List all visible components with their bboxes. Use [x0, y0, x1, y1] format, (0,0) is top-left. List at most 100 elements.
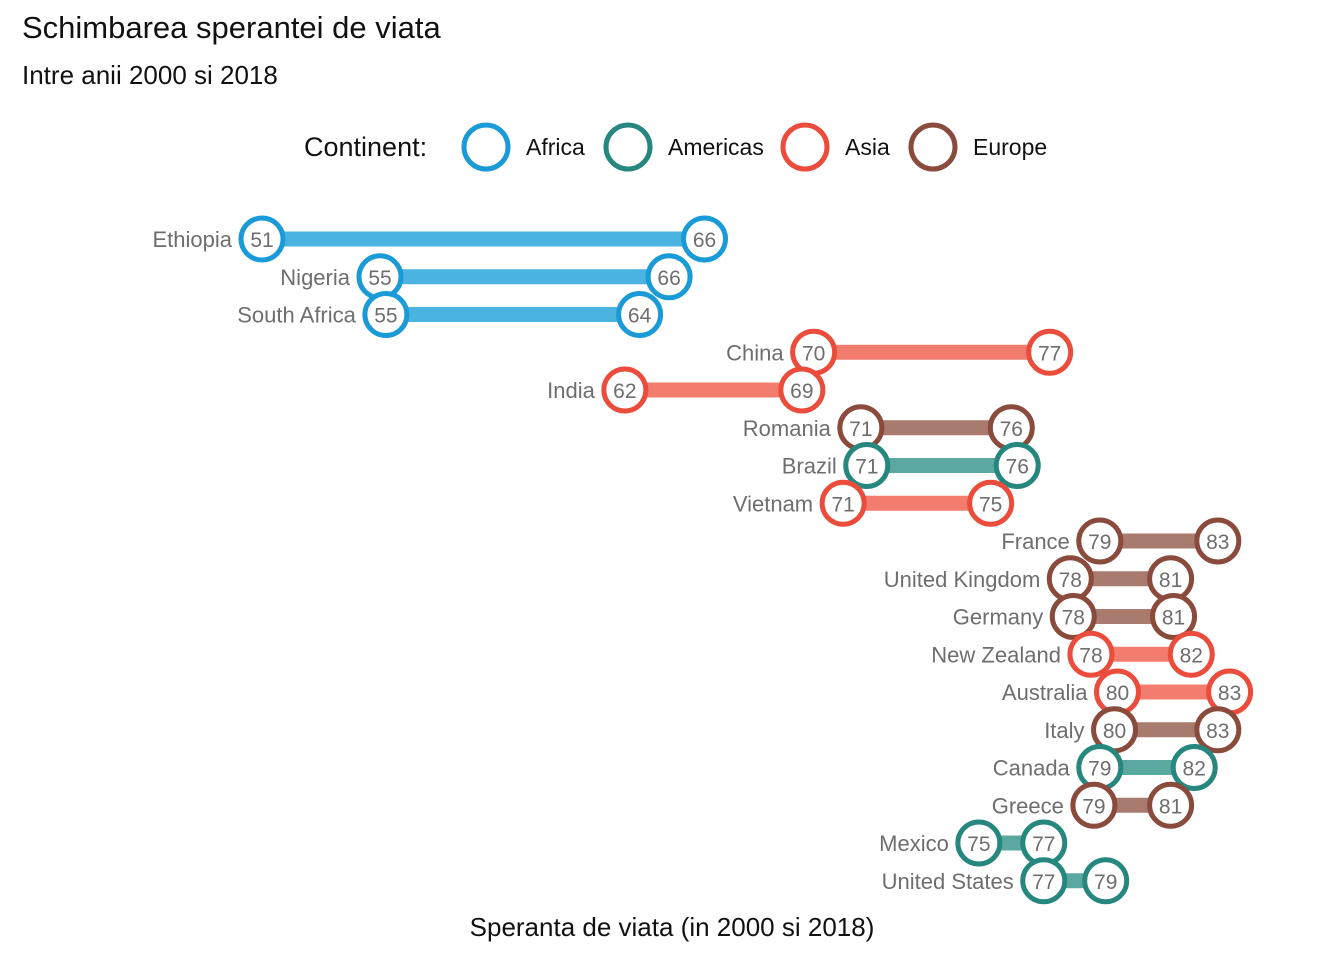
point-2018 — [645, 253, 693, 301]
row-canada: 79 82 Canada — [993, 744, 1218, 791]
country-label: India — [547, 378, 595, 403]
point-2018 — [1170, 744, 1218, 791]
legend-label-americas: Americas — [668, 134, 764, 160]
value-2000: 79 — [1088, 531, 1111, 554]
point-2000 — [1049, 593, 1097, 640]
country-label: Mexico — [879, 831, 949, 856]
value-2000: 71 — [831, 493, 854, 516]
value-2018: 77 — [1038, 342, 1061, 365]
point-2000 — [955, 819, 1003, 867]
row-ethiopia: 51 66 Ethiopia — [152, 215, 728, 263]
row-brazil: 71 76 Brazil — [782, 442, 1041, 489]
point-2000 — [1070, 781, 1118, 829]
value-2000: 70 — [802, 342, 825, 365]
value-2018: 79 — [1094, 871, 1117, 894]
row-china: 70 77 China — [726, 328, 1074, 376]
value-2018: 77 — [1032, 833, 1055, 856]
value-2000: 78 — [1062, 607, 1085, 630]
value-2000: 55 — [374, 305, 397, 328]
value-2018: 83 — [1218, 682, 1241, 705]
country-label: Greece — [992, 793, 1064, 818]
legend-key-africa — [461, 122, 511, 172]
value-2000: 78 — [1059, 569, 1082, 592]
country-label: China — [726, 340, 784, 365]
row-romania: 71 76 Romania — [743, 404, 1035, 452]
value-2018: 76 — [1006, 456, 1029, 479]
value-2000: 80 — [1103, 720, 1126, 743]
value-2000: 80 — [1106, 682, 1129, 705]
point-2018 — [1147, 781, 1195, 829]
row-south-africa: 55 64 South Africa — [237, 291, 664, 338]
point-2018 — [993, 442, 1041, 489]
value-2000: 78 — [1079, 644, 1102, 667]
legend-key-americas — [603, 122, 653, 172]
legend-title: Continent: — [304, 132, 427, 162]
value-2000: 71 — [849, 418, 872, 441]
value-2018: 83 — [1206, 531, 1229, 554]
legend: Continent: Africa Americas Asia Europe — [304, 122, 1047, 172]
row-india: 62 69 India — [547, 366, 826, 414]
country-label: Brazil — [782, 454, 837, 479]
row-france: 79 83 France — [1001, 517, 1242, 565]
row-new-zealand: 78 82 New Zealand — [931, 630, 1215, 678]
point-2000 — [238, 215, 286, 263]
row-mexico: 75 77 Mexico — [879, 819, 1068, 867]
country-label: Romania — [743, 416, 832, 441]
point-2018 — [967, 479, 1015, 527]
value-2000: 71 — [855, 456, 878, 479]
row-united-kingdom: 78 81 United Kingdom — [884, 555, 1195, 603]
value-2018: 81 — [1162, 607, 1185, 630]
value-2000: 62 — [613, 380, 636, 403]
country-label: Italy — [1044, 718, 1084, 743]
country-label: France — [1001, 529, 1069, 554]
value-2018: 83 — [1206, 720, 1229, 743]
point-2018 — [1082, 857, 1130, 905]
point-2000 — [601, 366, 649, 414]
row-italy: 80 83 Italy — [1044, 706, 1242, 754]
chart-subtitle: Intre anii 2000 si 2018 — [22, 60, 278, 90]
dumbbell-rows: 51 66 Ethiopia 55 66 Nigeria 55 64 South Africa 7… — [152, 215, 1254, 905]
point-2018 — [1194, 517, 1242, 565]
point-2018 — [1167, 630, 1215, 678]
value-2000: 79 — [1082, 795, 1105, 818]
country-label: United Kingdom — [884, 567, 1041, 592]
point-2000 — [1076, 517, 1124, 565]
country-label: United States — [882, 869, 1014, 894]
point-2018 — [681, 215, 728, 263]
value-2000: 77 — [1032, 871, 1055, 894]
point-2000 — [362, 291, 410, 338]
legend-key-europe — [908, 122, 958, 172]
value-2000: 79 — [1088, 758, 1111, 781]
value-2018: 81 — [1159, 795, 1182, 818]
value-2018: 75 — [979, 493, 1002, 516]
chart-title: Schimbarea sperantei de viata — [22, 10, 441, 45]
country-label: South Africa — [237, 303, 356, 328]
country-label: Australia — [1002, 680, 1088, 705]
row-nigeria: 55 66 Nigeria — [280, 253, 693, 301]
value-2018: 69 — [790, 380, 813, 403]
row-united-states: 77 79 United States — [882, 857, 1130, 905]
row-greece: 79 81 Greece — [992, 781, 1195, 829]
point-2018 — [1026, 328, 1074, 376]
value-2000: 75 — [967, 833, 990, 856]
point-2018 — [778, 366, 826, 414]
point-2018 — [1194, 706, 1242, 754]
legend-key-asia — [780, 122, 830, 172]
point-2000 — [843, 442, 891, 489]
row-vietnam: 71 75 Vietnam — [733, 479, 1015, 527]
x-axis-label: Speranta de viata (in 2000 si 2018) — [469, 912, 875, 942]
value-2018: 82 — [1180, 644, 1203, 667]
legend-label-africa: Africa — [526, 134, 585, 160]
country-label: New Zealand — [931, 642, 1061, 667]
value-2018: 64 — [628, 305, 652, 328]
value-2000: 51 — [250, 229, 273, 252]
value-2018: 66 — [657, 267, 680, 290]
legend-label-europe: Europe — [973, 134, 1047, 160]
value-2018: 76 — [1000, 418, 1023, 441]
point-2000 — [1067, 630, 1115, 678]
country-label: Vietnam — [733, 491, 813, 516]
value-2018: 81 — [1159, 569, 1182, 592]
country-label: Ethiopia — [152, 227, 232, 252]
value-2018: 66 — [693, 229, 716, 252]
